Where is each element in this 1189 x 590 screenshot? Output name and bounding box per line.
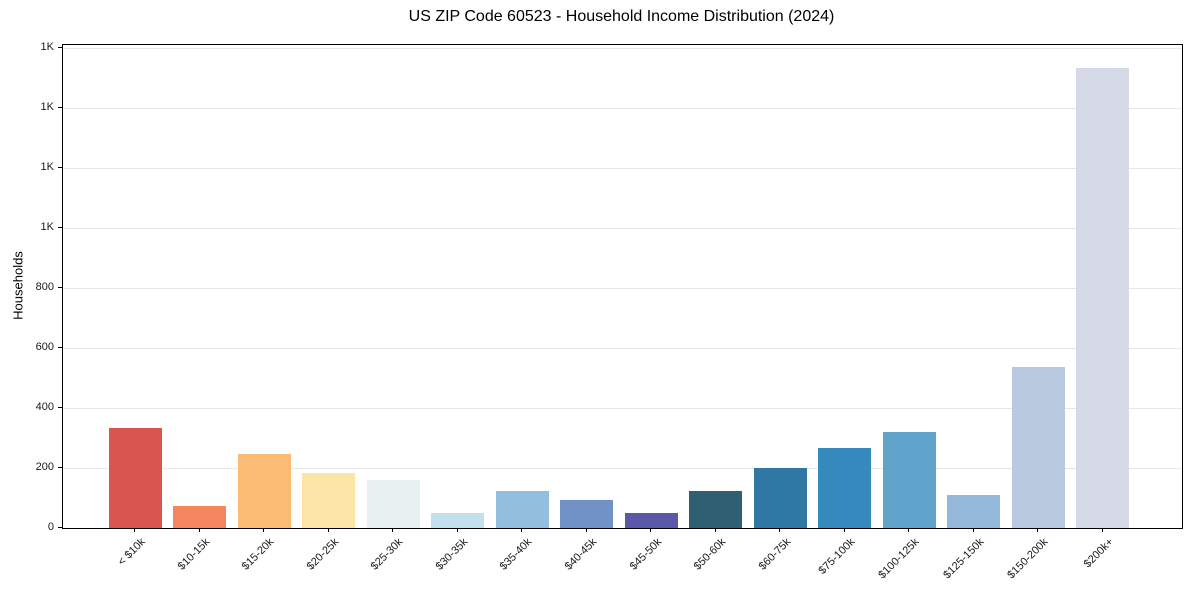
bar [1076,68,1130,528]
gridline [63,288,1182,289]
y-tick-label: 1K [40,41,54,53]
gridline [63,108,1182,109]
bar [237,454,291,528]
y-tick-label: 400 [35,401,54,413]
bar [495,491,549,528]
y-tick-label: 1K [40,161,54,173]
y-tick-mark [58,407,62,408]
gridline [63,408,1182,409]
x-tick-mark [843,528,845,532]
gridline [63,348,1182,349]
bar [366,479,420,528]
y-tick-mark [58,107,62,108]
chart-title: US ZIP Code 60523 - Household Income Dis… [408,8,835,25]
x-tick-label: $20-25k [304,536,342,573]
gridline [63,48,1182,49]
bar [818,448,872,528]
gridline [63,168,1182,169]
x-tick-label: $125-150k [941,536,987,582]
x-tick-mark [972,528,974,532]
x-tick-label: $60-75k [756,536,793,573]
x-tick-label: $45-50k [627,536,664,573]
bar [173,505,227,528]
x-tick-mark [714,528,716,532]
bar [302,473,356,528]
x-tick-mark [521,528,523,532]
x-tick-label: $200k+ [1081,536,1116,571]
x-tick-mark [263,528,265,532]
bar [689,491,743,528]
x-tick-label: $50-60k [691,536,729,573]
y-tick-mark [58,227,62,228]
y-tick-label: 200 [35,461,54,473]
gridline [63,228,1182,229]
y-tick-label: 1K [40,221,54,233]
y-tick-mark [58,167,62,168]
x-tick-mark [198,528,200,532]
x-tick-mark [1101,528,1103,532]
x-tick-mark [134,528,135,532]
y-tick-mark [58,527,62,528]
x-tick-label: $15-20k [239,536,277,573]
bar [947,495,1001,528]
y-tick-label: 1K [40,101,54,113]
bar [108,427,162,528]
x-tick-mark [1037,528,1039,532]
bar [882,431,936,528]
x-tick-label: $75-100k [816,536,858,577]
bar [1011,366,1065,528]
y-tick-mark [58,347,62,348]
x-tick-label: $30-35k [433,536,471,573]
x-tick-mark [650,528,652,532]
x-tick-mark [779,528,781,532]
x-tick-label: $150-200k [1005,536,1051,582]
x-tick-label: $10-15k [175,536,213,573]
x-tick-label: $35-40k [498,536,535,573]
x-tick-label: $40-45k [562,536,600,573]
y-tick-mark [58,47,62,48]
x-tick-label: $100-125k [876,536,922,582]
bar [753,468,807,528]
y-tick-label: 800 [35,281,54,293]
plot-area [62,44,1183,529]
y-tick-label: 600 [35,341,54,353]
x-tick-mark [392,528,394,532]
x-tick-label: < $10k [115,536,148,569]
gridline [63,468,1182,469]
bar [431,513,485,528]
x-tick-mark [585,528,587,532]
y-tick-mark [58,287,62,288]
y-tick-label: 0 [47,521,54,533]
x-tick-label: $25-30k [369,536,406,573]
y-tick-mark [58,467,62,468]
x-tick-mark [456,528,458,532]
bar [624,513,678,528]
x-tick-mark [327,528,329,532]
bar [560,500,614,528]
x-tick-mark [908,528,910,532]
